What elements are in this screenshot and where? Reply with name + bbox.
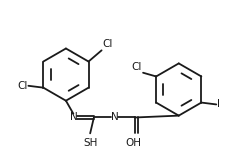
Text: I: I [217, 99, 220, 109]
Text: N: N [111, 112, 118, 123]
Text: Cl: Cl [102, 39, 113, 49]
Text: Cl: Cl [17, 81, 27, 91]
Text: SH: SH [83, 138, 97, 148]
Text: OH: OH [125, 138, 141, 148]
Text: N: N [70, 112, 77, 123]
Text: Cl: Cl [132, 62, 142, 72]
